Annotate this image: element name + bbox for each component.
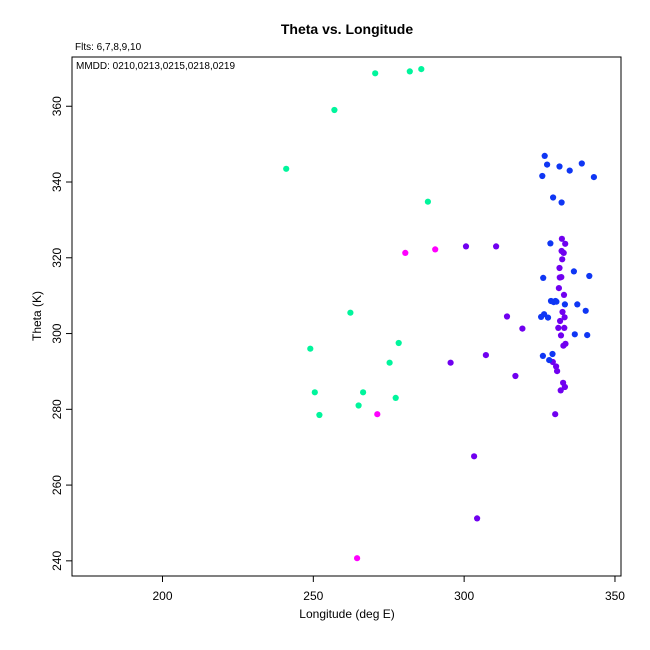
data-point — [560, 291, 568, 298]
data-point — [561, 383, 569, 391]
data-point — [471, 453, 478, 460]
data-point — [354, 555, 361, 562]
data-point — [374, 411, 381, 418]
data-point — [562, 240, 569, 247]
x-axis-label: Longitude (deg E) — [299, 607, 394, 621]
data-point — [474, 515, 481, 522]
data-point — [555, 324, 562, 331]
y-tick-label: 300 — [50, 323, 64, 343]
data-point — [539, 172, 546, 180]
x-tick-label: 250 — [303, 589, 323, 603]
y-tick-label: 320 — [50, 247, 64, 267]
data-point — [462, 243, 470, 250]
data-point — [541, 152, 548, 159]
data-point — [561, 314, 568, 321]
data-point — [283, 165, 290, 172]
data-point — [355, 402, 362, 409]
data-point — [571, 331, 578, 338]
data-point — [558, 274, 565, 281]
data-point — [311, 389, 318, 396]
data-point — [540, 274, 547, 281]
data-point — [347, 309, 354, 316]
data-point — [424, 198, 431, 205]
data-point — [590, 174, 598, 181]
data-point — [546, 357, 553, 364]
data-point — [561, 301, 569, 308]
data-point — [560, 249, 567, 256]
data-point — [386, 359, 393, 366]
data-point — [554, 368, 561, 375]
data-point — [538, 313, 545, 320]
data-point — [556, 264, 563, 272]
y-tick-label: 360 — [50, 96, 64, 116]
plot-area-frame — [71, 56, 622, 577]
data-point — [562, 340, 569, 347]
data-point — [578, 160, 585, 167]
data-point — [557, 387, 564, 394]
data-point — [558, 235, 566, 242]
data-point — [519, 325, 526, 332]
data-point — [372, 70, 379, 77]
x-axis: 200 250 300 350 — [152, 576, 625, 603]
data-point — [482, 352, 489, 359]
data-point — [432, 246, 439, 253]
y-axis: 240 260 280 300 320 340 360 — [50, 96, 72, 571]
data-point — [360, 389, 367, 396]
data-point — [559, 256, 566, 263]
data-point — [307, 345, 314, 352]
flights-annotation: Flts: 6,7,8,9,10 — [75, 42, 142, 53]
data-point — [512, 372, 519, 380]
data-point — [586, 272, 593, 280]
data-point — [544, 314, 552, 321]
y-tick-label: 260 — [50, 475, 64, 495]
data-point — [392, 394, 399, 401]
dates-annotation: MMDD: 0210,0213,0215,0218,0219 — [76, 61, 235, 72]
y-axis-label: Theta (K) — [30, 291, 44, 341]
data-point — [570, 268, 578, 275]
y-tick-label: 340 — [50, 172, 64, 192]
data-point — [549, 350, 556, 358]
data-point — [557, 317, 564, 325]
data-point — [561, 324, 568, 331]
y-tick-label: 240 — [50, 551, 64, 571]
data-point — [552, 411, 559, 418]
x-tick-label: 300 — [454, 589, 474, 603]
data-point — [331, 106, 338, 114]
data-point — [493, 243, 500, 250]
data-points — [283, 66, 598, 562]
data-point — [557, 332, 565, 339]
y-tick-label: 280 — [50, 399, 64, 419]
data-point — [550, 194, 557, 201]
data-point — [553, 298, 560, 305]
data-point — [402, 249, 409, 256]
data-point — [539, 352, 547, 359]
data-point — [555, 285, 563, 292]
data-point — [503, 313, 511, 320]
data-point — [395, 339, 402, 347]
data-point — [584, 332, 591, 339]
data-point — [566, 167, 573, 174]
data-point — [582, 307, 589, 314]
data-point — [406, 68, 413, 75]
data-point — [558, 199, 565, 206]
data-point — [559, 308, 566, 316]
chart-title: Theta vs. Longitude — [281, 21, 413, 37]
data-point — [574, 301, 581, 308]
x-tick-label: 350 — [605, 589, 625, 603]
data-point — [418, 66, 425, 73]
data-point — [556, 163, 563, 170]
x-tick-label: 200 — [152, 589, 172, 603]
data-point — [447, 359, 454, 366]
data-point — [547, 240, 554, 247]
data-point — [544, 161, 551, 168]
data-point — [316, 411, 323, 419]
